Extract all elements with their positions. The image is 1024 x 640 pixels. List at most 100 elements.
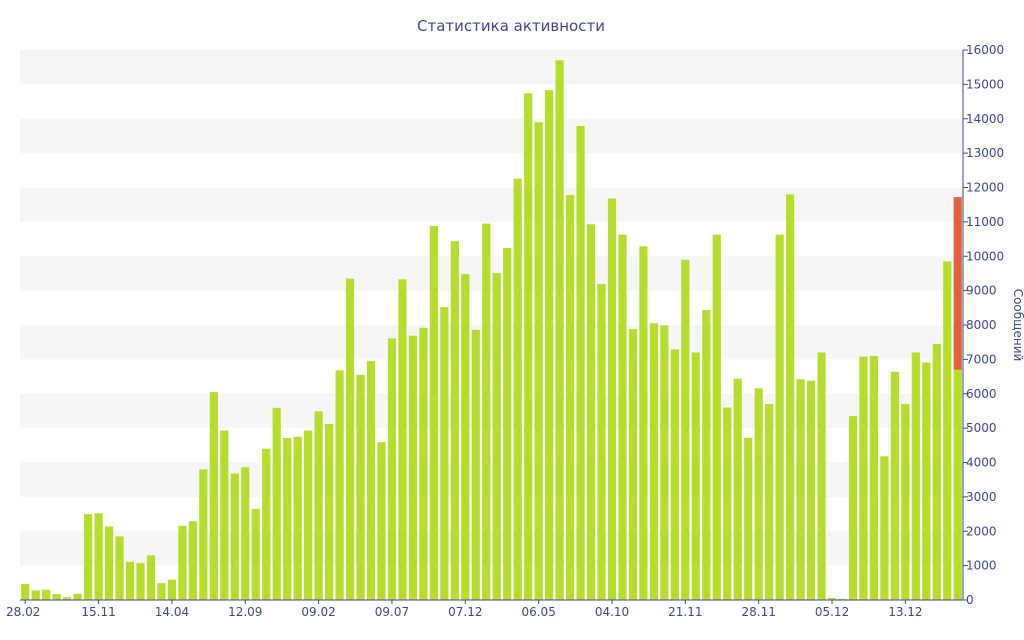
bar	[42, 589, 51, 600]
bar	[188, 521, 197, 600]
bar	[702, 309, 711, 601]
bar	[576, 125, 585, 600]
bar	[387, 338, 397, 600]
bar-highlight	[953, 197, 962, 370]
bar	[366, 361, 376, 600]
bar	[492, 273, 501, 600]
bar	[398, 279, 407, 600]
y-axis-ticks: 0 1000 2000 3000 4000 5000 6000 7000 8000 9000 100…	[963, 43, 1004, 607]
grid-band	[20, 531, 963, 566]
bar	[503, 248, 512, 600]
y-tick-label: 1000	[966, 559, 997, 573]
grid-band	[20, 118, 963, 154]
bar	[786, 194, 795, 601]
bar	[419, 327, 428, 600]
bar	[733, 378, 742, 601]
bar	[524, 93, 533, 600]
bar	[94, 513, 103, 601]
bar	[806, 380, 816, 600]
y-tick-label: 9000	[966, 284, 997, 298]
y-tick-label: 8000	[966, 318, 997, 332]
bar	[220, 430, 229, 600]
bar	[670, 349, 679, 600]
y-tick-label: 4000	[966, 456, 997, 470]
bar	[262, 448, 271, 600]
bar	[199, 469, 208, 601]
bar	[953, 369, 962, 600]
y-tick-label: 11000	[966, 215, 1004, 229]
bar	[157, 583, 166, 600]
bar	[251, 508, 260, 600]
x-tick-label: 05.12	[815, 605, 849, 619]
x-tick-label: 13.12	[888, 605, 922, 619]
bar	[293, 436, 302, 600]
bar	[691, 352, 700, 600]
bar	[84, 514, 93, 600]
bar	[450, 241, 459, 601]
bar	[461, 274, 470, 601]
bar	[272, 407, 281, 600]
bar	[31, 590, 40, 601]
bar	[314, 411, 323, 600]
bar	[146, 555, 156, 600]
x-tick-label: 09.02	[301, 605, 335, 619]
bar	[660, 325, 669, 600]
bar	[890, 371, 899, 600]
bar	[754, 388, 763, 600]
bar	[136, 563, 145, 600]
bar	[545, 90, 554, 600]
bar	[555, 60, 564, 601]
bar	[21, 583, 30, 600]
y-tick-label: 6000	[966, 387, 997, 401]
bar	[230, 473, 239, 600]
y-tick-label: 14000	[966, 112, 1004, 126]
bar	[566, 195, 575, 600]
bar	[681, 259, 690, 600]
bar	[943, 261, 952, 600]
bar	[869, 355, 879, 600]
y-tick-label: 16000	[966, 43, 1004, 57]
bar	[723, 407, 732, 600]
bar	[377, 442, 386, 600]
bar	[73, 593, 82, 600]
y-tick-label: 10000	[966, 249, 1004, 263]
bars-group	[21, 60, 962, 601]
grid-band	[20, 393, 963, 429]
bar	[618, 234, 627, 600]
grid-band	[20, 187, 963, 222]
bar	[241, 467, 250, 600]
bar	[586, 224, 596, 600]
x-tick-label: 28.02	[6, 605, 40, 619]
x-tick-label: 06.05	[521, 605, 555, 619]
bar	[796, 379, 805, 600]
bar	[534, 122, 543, 600]
bar	[482, 223, 491, 600]
bar	[744, 437, 753, 600]
bar	[712, 234, 721, 600]
y-tick-label: 15000	[966, 77, 1004, 91]
bar	[597, 284, 606, 600]
bar	[775, 234, 784, 600]
bar	[408, 335, 417, 600]
bar	[104, 526, 114, 600]
y-tick-label: 2000	[966, 524, 997, 538]
bar	[283, 438, 292, 600]
bar	[880, 456, 889, 600]
bar	[178, 525, 187, 600]
bar	[607, 198, 617, 600]
bar	[827, 597, 837, 600]
x-tick-label: 28.11	[742, 605, 776, 619]
bar	[932, 343, 941, 600]
bar	[838, 598, 847, 600]
grid-band	[20, 256, 963, 291]
y-tick-label: 7000	[966, 352, 997, 366]
bar	[628, 329, 638, 601]
bar	[429, 226, 438, 600]
y-tick-label: 0	[966, 593, 974, 607]
bar	[922, 362, 931, 600]
bar	[817, 352, 826, 600]
y-tick-label: 13000	[966, 146, 1004, 160]
grid-band	[20, 325, 963, 360]
x-tick-label: 21.11	[668, 605, 702, 619]
grid-band	[20, 50, 963, 85]
